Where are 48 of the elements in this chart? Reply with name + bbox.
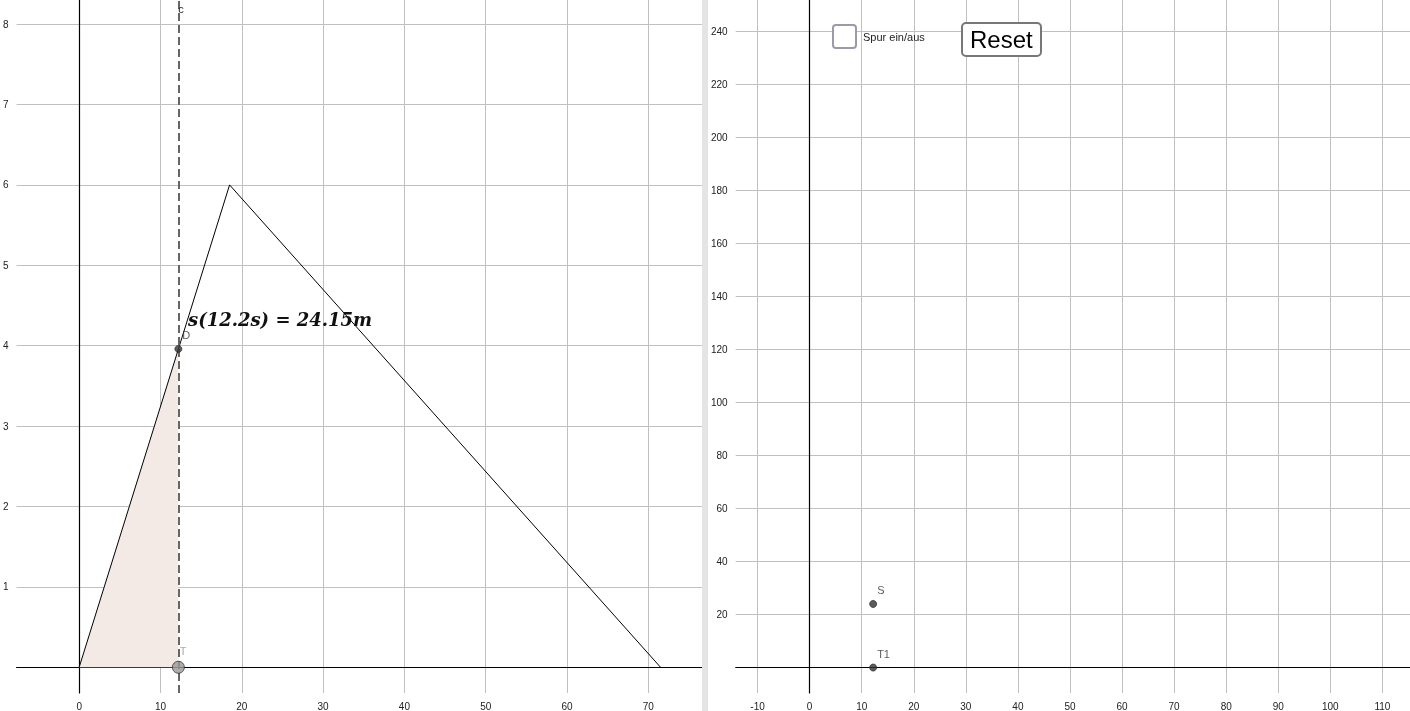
x-tick-label: 30: [960, 700, 972, 711]
x-tick-label: 80: [1220, 700, 1233, 711]
y-tick-label: 5: [3, 259, 9, 271]
y-tick-label: 2: [3, 500, 9, 512]
y-tick-label: 160: [711, 237, 729, 249]
y-tick-label: 3: [3, 420, 9, 432]
x-tick-label: 110: [1374, 700, 1391, 711]
x-tick-label: 10: [856, 700, 868, 711]
series-label: T1: [877, 648, 890, 661]
ref-line-label: c: [178, 2, 185, 15]
x-tick-label: -10: [750, 700, 766, 711]
x-tick-label: 70: [1168, 700, 1181, 711]
x-tick-label: 100: [1321, 700, 1340, 711]
y-tick-label: 40: [716, 556, 729, 568]
button: Reset: [961, 22, 1042, 57]
y-tick-label: 6: [3, 179, 9, 191]
x-tick-label: 40: [1012, 700, 1024, 711]
x-tick-label: 60: [561, 700, 574, 711]
y-tick-label: 4: [3, 340, 9, 352]
y-tick-label: 80: [716, 449, 729, 461]
series-label: T: [179, 645, 187, 658]
y-tick-label: 60: [716, 502, 729, 514]
y-tick-label: 140: [711, 290, 729, 302]
x-tick-label: 10: [154, 700, 167, 711]
x-tick-label: 90: [1272, 700, 1285, 711]
y-tick-label: 120: [711, 343, 729, 355]
y-tick-label: 20: [716, 609, 729, 621]
x-tick-label: 0: [806, 700, 813, 711]
y-tick-label: 220: [711, 78, 729, 90]
x-tick-label: 0: [76, 700, 83, 711]
y-tick-label: 1: [3, 581, 9, 593]
x-tick-label: 60: [1116, 700, 1129, 711]
series-label: S: [877, 584, 885, 597]
x-tick-label: 30: [317, 700, 330, 711]
y-tick-label: 180: [711, 184, 729, 196]
y-tick-label: 200: [711, 131, 729, 143]
x-tick-label: 50: [1064, 700, 1076, 711]
x-tick-label: 20: [236, 700, 248, 711]
x-tick-label: 40: [398, 700, 411, 711]
annotation: Spur ein/aus: [863, 31, 925, 43]
series-label: D: [182, 329, 191, 342]
y-tick-label: 100: [711, 396, 729, 408]
x-tick-label: 70: [642, 700, 655, 711]
y-tick-label: 7: [3, 99, 9, 111]
x-tick-label: 20: [908, 700, 920, 711]
y-tick-label: 8: [3, 18, 9, 30]
x-tick-label: 50: [480, 700, 492, 711]
y-tick-label: 240: [711, 25, 729, 37]
